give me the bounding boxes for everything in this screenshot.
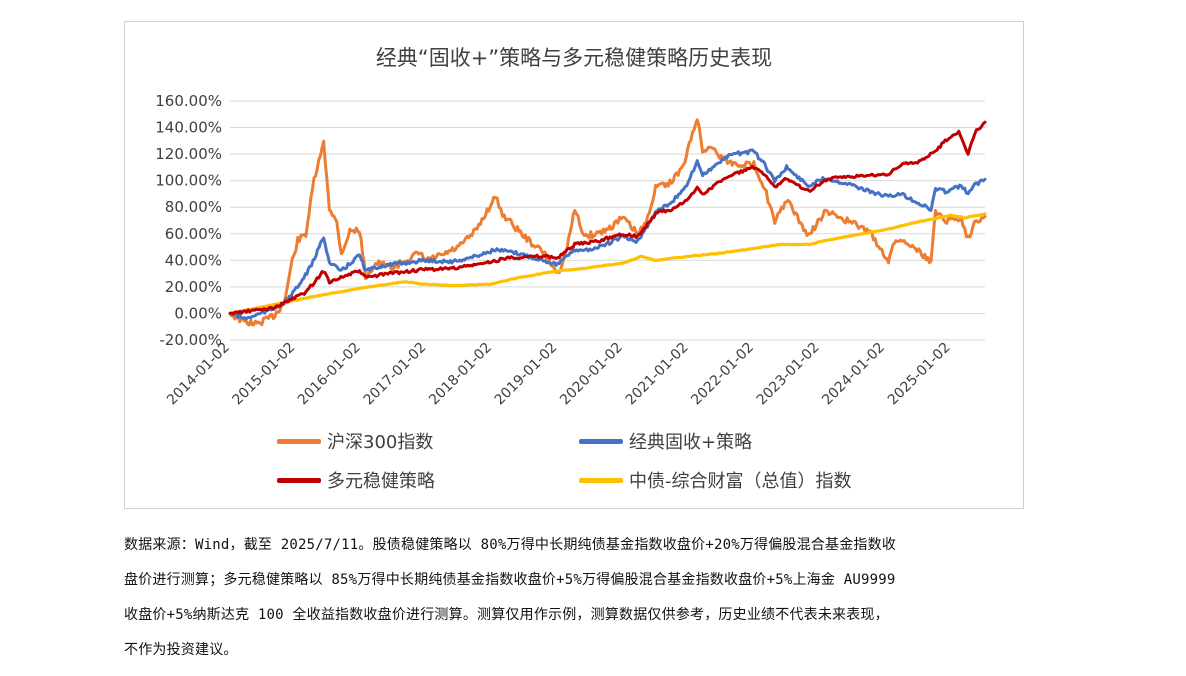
x-tick-label: 2015-01-02 — [229, 340, 298, 409]
y-tick-label: 100.00% — [155, 172, 222, 190]
y-tick-label: 80.00% — [165, 198, 222, 216]
legend-item-chinabond: 中债-综合财富（总值）指数 — [579, 467, 852, 493]
legend-item-hs300: 沪深300指数 — [277, 428, 433, 454]
legend-item-classic-fixed-income-plus: 经典固收+策略 — [579, 428, 752, 454]
x-tick-label: 2024-01-02 — [819, 340, 888, 409]
y-tick-label: 140.00% — [155, 119, 222, 137]
x-tick-label: 2014-01-02 — [164, 340, 233, 409]
x-tick-label: 2016-01-02 — [295, 340, 364, 409]
x-tick-label: 2022-01-02 — [688, 340, 757, 409]
legend-swatch-hs300 — [277, 438, 321, 444]
legend-label-classic: 经典固收+策略 — [629, 432, 753, 453]
series-line-classic — [228, 148, 987, 321]
y-tick-label: 20.00% — [165, 278, 222, 296]
x-tick-label: 2023-01-02 — [754, 340, 823, 409]
x-tick-label: 2018-01-02 — [426, 340, 495, 409]
y-tick-label: 0.00% — [174, 304, 222, 322]
y-tick-label: -20.00% — [159, 331, 222, 349]
note-line-4: 不作为投资建议。 — [124, 642, 238, 658]
chart-title: 经典“固收+”策略与多元稳健策略历史表现 — [375, 46, 773, 70]
chart-container: 经典“固收+”策略与多元稳健策略历史表现 160.00% 140.00% 120.0… — [124, 21, 1024, 509]
y-tick-label: 40.00% — [165, 251, 222, 269]
y-tick-label: 60.00% — [165, 225, 222, 243]
x-tick-label: 2019-01-02 — [492, 340, 561, 409]
legend-label-hs300: 沪深300指数 — [327, 432, 434, 453]
legend-label-chinabond: 中债-综合财富（总值）指数 — [629, 471, 852, 492]
note-line-1: 数据来源：Wind，截至 2025/7/11。股债稳健策略以 80%万得中长期纯… — [124, 537, 897, 553]
series-line-hs300 — [228, 118, 987, 327]
legend-item-diversified: 多元稳健策略 — [277, 467, 435, 493]
x-tick-label: 2025-01-02 — [885, 340, 954, 409]
y-tick-label: 120.00% — [155, 145, 222, 163]
note-line-3: 收盘价+5%纳斯达克 100 全收益指数收盘价进行测算。测算仅用作示例，测算数据… — [124, 607, 889, 623]
y-tick-label: 160.00% — [155, 92, 222, 110]
legend-swatch-chinabond — [579, 477, 623, 483]
legend-swatch-diversified — [277, 477, 321, 483]
x-tick-label: 2021-01-02 — [623, 340, 692, 409]
legend-swatch-classic — [579, 438, 623, 444]
data-source-note: 数据来源：Wind，截至 2025/7/11。股债稳健策略以 80%万得中长期纯… — [124, 528, 1044, 668]
x-tick-label: 2017-01-02 — [361, 340, 430, 409]
line-chart: 160.00% 140.00% 120.00% 100.00% 80.00% 60.00%… — [155, 92, 987, 409]
legend-label-diversified: 多元稳健策略 — [327, 471, 435, 492]
x-tick-label: 2020-01-02 — [557, 340, 626, 409]
series-line-chinabond — [228, 212, 987, 315]
series-line-diversified — [228, 120, 987, 316]
note-line-2: 盘价进行测算；多元稳健策略以 85%万得中长期纯债基金指数收盘价+5%万得偏股混… — [124, 572, 896, 588]
